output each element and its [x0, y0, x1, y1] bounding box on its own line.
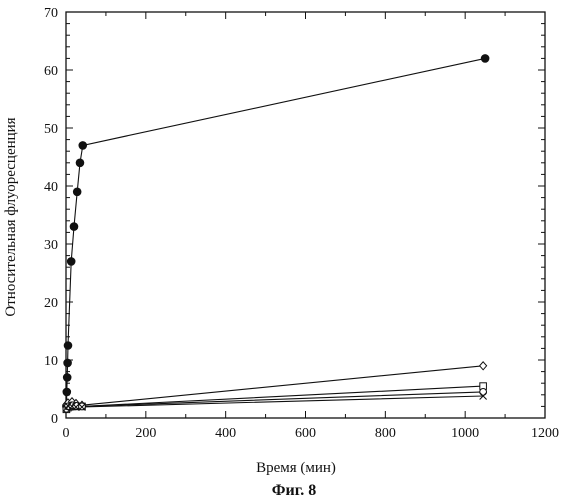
plot-frame — [66, 12, 545, 418]
x-tick-label: 800 — [375, 426, 396, 441]
y-tick-label: 20 — [44, 296, 58, 311]
series-lines — [66, 58, 485, 409]
series-line — [66, 58, 485, 406]
data-point — [63, 373, 72, 382]
data-point — [480, 362, 487, 370]
data-point — [67, 257, 76, 266]
x-tick-label: 1200 — [531, 426, 559, 441]
data-point — [64, 341, 73, 350]
data-point — [62, 388, 71, 397]
y-tick-label: 10 — [44, 354, 58, 369]
series-line — [66, 396, 483, 408]
data-point — [70, 222, 79, 231]
x-tick-label: 200 — [135, 426, 156, 441]
y-tick-label: 30 — [44, 238, 58, 253]
data-point — [481, 54, 490, 63]
y-tick-label: 50 — [44, 122, 58, 137]
x-tick-label: 400 — [215, 426, 236, 441]
series-markers — [62, 54, 489, 413]
x-axis-label: Время (мин) — [256, 460, 336, 476]
data-point — [76, 159, 85, 168]
y-axis-label: Относительная флуоресценция — [3, 117, 19, 316]
y-tick-label: 40 — [44, 180, 58, 195]
data-point — [73, 188, 82, 197]
data-point — [63, 359, 72, 368]
y-tick-label: 70 — [44, 6, 58, 21]
y-tick-label: 0 — [51, 412, 58, 427]
figure-caption: Фиг. 8 — [272, 482, 316, 499]
axis-ticks: 0 200 400 600 800 1000 1200 0 10 20 30 40 50 60 70 — [44, 6, 559, 441]
x-tick-label: 600 — [295, 426, 316, 441]
x-tick-label: 1000 — [451, 426, 479, 441]
data-point — [78, 141, 87, 150]
y-tick-label: 60 — [44, 64, 58, 79]
x-tick-label: 0 — [63, 426, 70, 441]
